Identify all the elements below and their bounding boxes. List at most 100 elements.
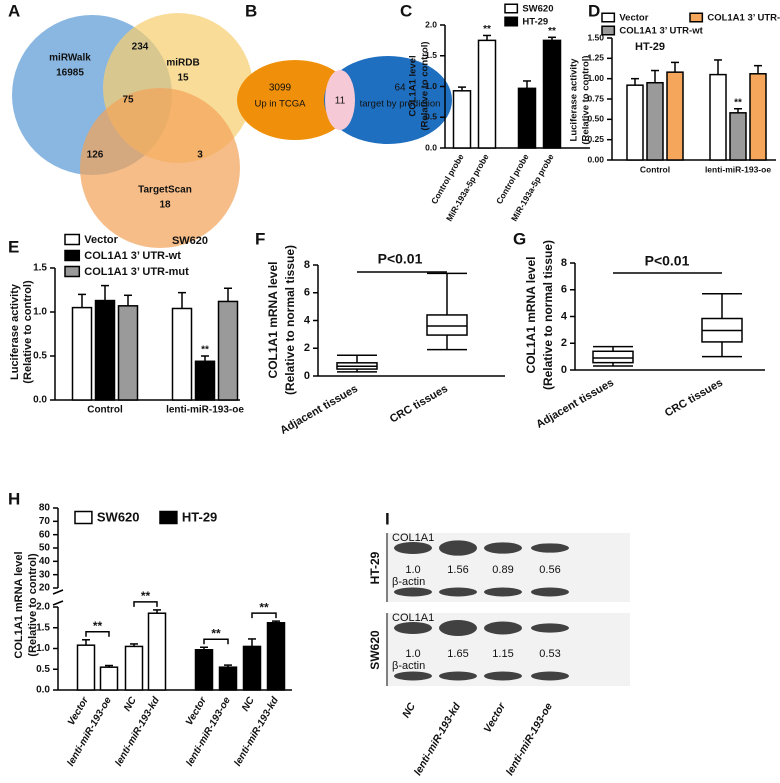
legend-label: COL1A1 3’ UTR-mut	[84, 266, 189, 278]
y-tick-label: 4	[561, 310, 568, 322]
bar	[124, 645, 144, 691]
y-axis-label: Luciferase activity	[9, 283, 21, 380]
set-name: miRWalk	[49, 53, 91, 64]
legend-label: COL1A1 3’ UTR-wt	[84, 250, 181, 262]
y-tick-label: 0.50	[587, 114, 604, 124]
x-tick-label: Vector	[184, 694, 209, 727]
region-count: 234	[132, 42, 149, 53]
y-axis-label: COL1A1 mRNA level	[266, 262, 280, 379]
row-label: β-actin	[392, 660, 425, 672]
bar	[171, 307, 193, 401]
venn-set	[80, 88, 240, 248]
x-tick-label: NC	[240, 695, 257, 714]
significance: **	[259, 600, 269, 614]
y-tick-label: 0.5	[33, 351, 47, 362]
blot-band	[439, 540, 477, 556]
chart-title: P<0.01	[378, 251, 423, 267]
bar	[147, 612, 167, 691]
legend-label: HT-29	[522, 17, 548, 28]
bar	[242, 645, 262, 691]
set-name: miRDB	[166, 58, 199, 69]
y-tick-label: 1.0	[425, 81, 437, 91]
bar	[626, 84, 644, 161]
blot-band	[394, 587, 432, 597]
y-tick-label: 8	[561, 257, 567, 269]
legend-swatch	[601, 12, 616, 23]
panel-label: B	[245, 1, 257, 20]
legend-label: SW620	[522, 4, 553, 15]
y-tick-label: 1.50	[587, 32, 604, 42]
y-tick-label: 40	[39, 556, 51, 567]
y-tick-label: 0.0	[425, 142, 437, 152]
y-tick-label: 0.00	[587, 154, 604, 164]
group-label: HT-29	[368, 551, 382, 584]
legend-swatch	[64, 249, 81, 262]
bar	[217, 300, 239, 401]
chart-title: P<0.01	[645, 253, 690, 269]
row-label: β-actin	[392, 576, 425, 588]
x-tick-label: lenti-miR-193-oe	[705, 164, 771, 174]
significance: **	[141, 589, 151, 603]
panel-label: D	[588, 1, 600, 20]
y-tick-label: 50	[39, 543, 51, 554]
panel-label: I	[385, 509, 390, 528]
legend-swatch	[74, 510, 93, 525]
y-tick-label: 1.0	[33, 307, 47, 318]
y-tick-label: 2	[304, 342, 310, 354]
y-tick-label: 2.0	[425, 19, 437, 29]
significance: **	[201, 345, 209, 356]
panel-label: G	[513, 229, 526, 248]
lane-label: lenti-miR-193-kd	[412, 700, 464, 777]
y-tick-label: 70	[39, 516, 51, 527]
y-tick-label: 1.25	[587, 53, 604, 63]
y-tick-label: 80	[39, 503, 51, 514]
blot-band	[531, 543, 569, 553]
y-tick-label: 4	[304, 314, 311, 326]
region-count: 75	[122, 95, 134, 106]
y-axis-label: (Relative to control)	[581, 55, 592, 144]
bar	[218, 666, 238, 691]
bar	[71, 306, 93, 401]
x-tick-label: Control	[87, 405, 123, 416]
region-count: 64	[394, 83, 406, 94]
bar	[517, 87, 537, 149]
band-ratio: 1.65	[447, 648, 468, 660]
chart-title: SW620	[172, 235, 208, 247]
y-tick-label: 1.0	[36, 643, 50, 654]
significance: **	[483, 24, 491, 35]
y-tick-label: 1.5	[425, 50, 437, 60]
set-name: TargetScan	[138, 185, 192, 196]
y-tick-label: 6	[561, 284, 567, 296]
set-name: Up in TCGA	[254, 99, 306, 110]
bar	[194, 360, 216, 401]
bar	[542, 39, 562, 149]
y-tick-label: 0.0	[33, 395, 47, 406]
axis-break	[52, 600, 64, 606]
bar	[76, 644, 96, 691]
y-axis-label: (Relative to normal tissue)	[541, 240, 555, 390]
bar	[646, 81, 664, 161]
set-name: target by prediction	[360, 99, 441, 110]
blot-band	[394, 622, 432, 634]
legend-label: COL1A1 3’ UTR-wt	[619, 26, 703, 37]
blot-band	[484, 671, 522, 681]
bar	[266, 622, 286, 691]
region-count: 126	[87, 150, 104, 161]
y-axis-label: (Relative to control)	[27, 553, 39, 657]
blot-band	[439, 587, 477, 597]
row-label: COL1A1	[392, 532, 434, 544]
bar	[194, 648, 214, 691]
panel-label: A	[8, 1, 20, 20]
significance: **	[93, 619, 103, 633]
significance: **	[734, 97, 742, 108]
bar	[749, 73, 767, 161]
y-tick-label: 0	[304, 370, 310, 382]
significance-bracket	[133, 601, 158, 607]
lane-label: lenti-miR-193-oe	[504, 701, 555, 778]
chart-title: HT-29	[635, 41, 665, 53]
x-tick-label: lenti-miR-193-oe	[65, 695, 114, 768]
y-tick-label: 0.75	[587, 93, 604, 103]
panel-label: H	[8, 489, 20, 508]
bar	[477, 39, 497, 149]
band-ratio: 0.53	[539, 648, 560, 660]
